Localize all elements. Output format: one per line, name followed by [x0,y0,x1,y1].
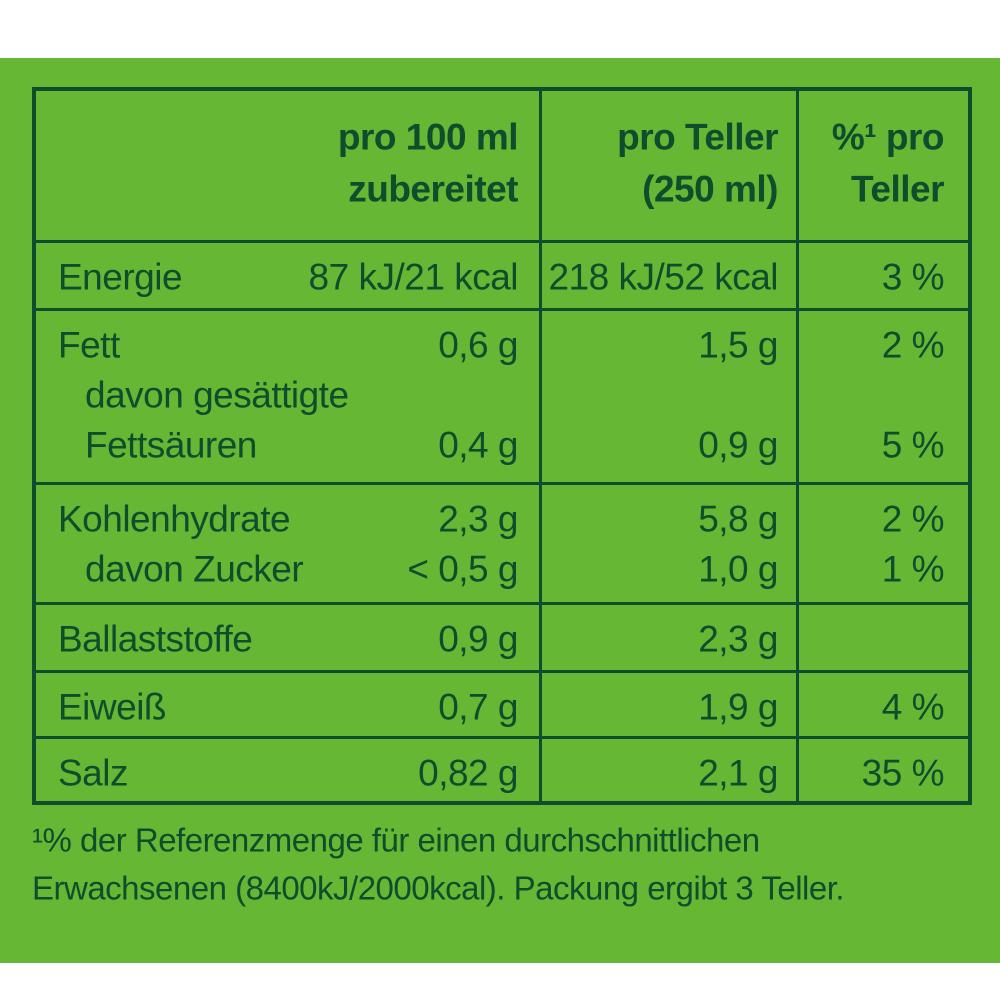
column-divider [796,87,799,805]
nutrient-label: Eiweiß [58,686,167,728]
row-divider [32,736,972,739]
nutrient-value: 2,3 g [438,498,518,540]
nutrient-value: 0,6 g [438,324,518,366]
border [968,87,972,805]
column-header: zubereitet [348,168,518,210]
nutrient-value: 2,1 g [698,752,778,794]
nutrient-value: 3 % [881,256,945,298]
nutrient-value: 4 % [881,686,945,728]
nutrient-value: 1,0 g [698,548,778,590]
column-header: pro Teller [617,116,778,158]
column-header: Teller [851,168,944,210]
nutrient-value: 87 kJ/21 kcal [308,256,519,298]
column-header: pro 100 ml [337,116,519,158]
nutrient-value: 0,9 g [698,424,778,466]
nutrient-label: Ballaststoffe [58,618,253,660]
nutrient-value: 0,4 g [438,424,518,466]
nutrient-value: 0,7 g [438,686,518,728]
nutrient-value: 0,9 g [438,618,518,660]
nutrient-value: 0,82 g [418,752,518,794]
column-divider [539,87,542,805]
sub-label: davon Zucker [85,548,304,590]
sub-label: Fettsäuren [85,424,257,466]
nutrient-value: 1,5 g [698,324,778,366]
border [32,801,972,805]
nutrient-value: 2,3 g [698,618,778,660]
row-divider [32,482,972,485]
nutrient-label: Energie [58,256,183,298]
nutrient-value: 2 % [881,324,945,366]
nutrient-label: Fett [58,324,120,366]
border [32,87,36,805]
row-divider [32,602,972,605]
column-header: %¹ pro [831,116,945,158]
nutrient-value: 35 % [861,752,945,794]
row-divider [32,240,972,243]
row-divider [32,308,972,311]
nutrient-value: 2 % [881,498,945,540]
border [32,87,972,91]
footnote: Erwachsenen (8400kJ/2000kcal). Packung e… [32,869,845,907]
column-header: (250 ml) [642,168,778,210]
nutrient-label: Salz [58,752,128,794]
nutrient-value: 1 % [881,548,945,590]
row-divider [32,670,972,673]
nutrient-value: 5 % [881,424,945,466]
nutrient-value: < 0,5 g [407,548,518,590]
nutrient-value: 218 kJ/52 kcal [548,256,778,298]
nutrient-value: 5,8 g [698,498,778,540]
sub-label: davon gesättigte [85,374,349,416]
nutrient-value: 1,9 g [698,686,778,728]
nutrient-label: Kohlenhydrate [58,498,291,540]
label-background [0,58,1000,963]
footnote: ¹% der Referenzmenge für einen durchschn… [32,821,760,859]
